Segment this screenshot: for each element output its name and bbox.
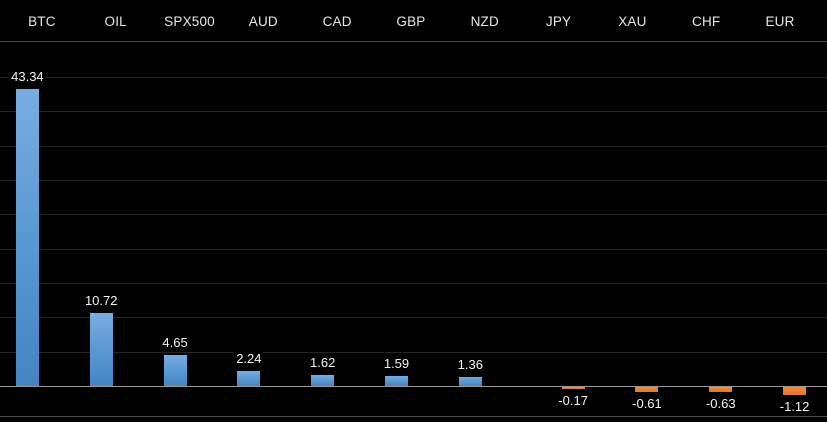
gridline-40 bbox=[0, 111, 827, 113]
column-header-eur: EUR bbox=[765, 14, 795, 29]
bar-jpy bbox=[561, 387, 585, 389]
value-label-gbp: 1.59 bbox=[381, 355, 412, 371]
gridline-15 bbox=[0, 282, 827, 284]
gridline-25 bbox=[0, 214, 827, 216]
value-label-eur: -1.12 bbox=[777, 399, 812, 415]
bar-nzd bbox=[458, 377, 482, 387]
column-header-btc: BTC bbox=[28, 14, 56, 29]
category-header-row: BTC OIL SPX500 AUD CAD GBP NZD JPY XAU CHF EUR bbox=[0, 0, 827, 42]
bar-btc bbox=[15, 88, 39, 387]
column-header-xau: XAU bbox=[618, 14, 647, 29]
gridline-45 bbox=[0, 76, 827, 78]
column-header-chf: CHF bbox=[692, 14, 721, 29]
value-label-aud: 2.24 bbox=[234, 351, 264, 367]
column-header-spx500: SPX500 bbox=[164, 14, 215, 29]
value-label-btc: 43.34 bbox=[9, 68, 46, 84]
gridline-5 bbox=[0, 351, 827, 353]
bar-aud bbox=[237, 371, 261, 387]
value-label-oil: 10.72 bbox=[82, 292, 120, 308]
bar-spx500 bbox=[163, 354, 187, 387]
value-label-chf: -0.63 bbox=[703, 395, 738, 411]
chart-plot-area: 43.34 10.72 4.65 2.24 1.62 1.59 1.36 -0.17 -0.61… bbox=[0, 43, 827, 417]
gridline-10 bbox=[0, 317, 827, 319]
zero-baseline bbox=[0, 385, 827, 388]
bar-cad bbox=[311, 375, 335, 387]
value-label-xau: -0.61 bbox=[630, 395, 664, 411]
gridline-30 bbox=[0, 179, 827, 181]
column-header-nzd: NZD bbox=[470, 14, 499, 29]
column-header-jpy: JPY bbox=[545, 14, 572, 29]
gridline-35 bbox=[0, 145, 827, 147]
column-header-oil: OIL bbox=[104, 14, 127, 29]
bar-oil bbox=[89, 312, 113, 387]
value-label-nzd: 1.36 bbox=[455, 357, 485, 373]
value-label-jpy: -0.17 bbox=[556, 392, 590, 408]
bar-xau bbox=[635, 387, 659, 392]
bar-chf bbox=[709, 387, 733, 392]
column-header-cad: CAD bbox=[322, 14, 352, 29]
value-label-cad: 1.62 bbox=[308, 355, 338, 371]
value-label-spx500: 4.65 bbox=[160, 334, 190, 350]
bar-gbp bbox=[385, 375, 408, 387]
gridline-20 bbox=[0, 248, 827, 250]
column-header-gbp: GBP bbox=[396, 14, 426, 29]
column-header-aud: AUD bbox=[248, 14, 278, 29]
bar-eur bbox=[783, 387, 807, 396]
